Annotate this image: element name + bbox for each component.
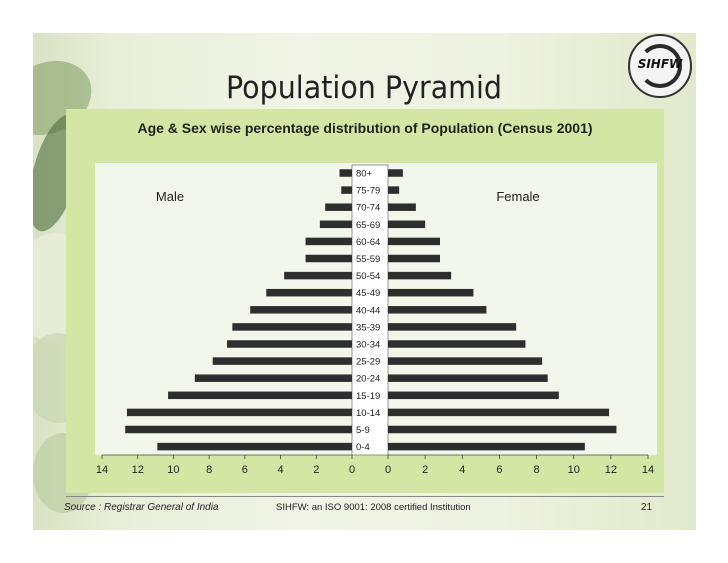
- age-group-label: 70-74: [356, 203, 380, 214]
- age-group-label: 35-39: [356, 322, 380, 333]
- bar-male: [305, 254, 352, 263]
- bar-female: [388, 340, 526, 348]
- footer-source: Source : Registrar General of India: [64, 502, 219, 513]
- bar-male: [305, 237, 352, 246]
- slide-title: Population Pyramid: [226, 70, 502, 106]
- bar-male: [339, 169, 352, 177]
- x-tick-label-male: 8: [206, 464, 212, 476]
- bar-female: [388, 357, 543, 365]
- age-group-label: 80+: [356, 169, 373, 180]
- bar-male: [284, 271, 352, 280]
- bar-female: [388, 254, 440, 263]
- x-tick-label-male: 4: [278, 464, 284, 476]
- age-group-label: 15-19: [356, 391, 380, 402]
- bar-female: [388, 442, 585, 451]
- bar-male: [266, 288, 352, 297]
- age-label-column: [351, 164, 389, 456]
- bar-male: [250, 306, 352, 314]
- age-group-label: 40-44: [356, 305, 380, 316]
- bar-female: [388, 288, 474, 297]
- x-tick-label-female: 8: [534, 464, 540, 476]
- x-tick-label-female: 6: [496, 464, 502, 476]
- footer-divider: [66, 496, 664, 497]
- x-tick-label-female: 4: [459, 464, 465, 476]
- bar-male: [232, 323, 352, 331]
- age-group-label: 60-64: [356, 237, 380, 248]
- female-label: Female: [496, 189, 539, 204]
- bar-female: [388, 220, 426, 229]
- bar-female: [388, 391, 559, 400]
- bar-male: [157, 442, 352, 451]
- age-group-label: 65-69: [356, 220, 380, 231]
- bar-male: [319, 220, 352, 229]
- age-group-label: 0-4: [356, 442, 370, 453]
- bar-male: [341, 186, 352, 194]
- bar-female: [388, 203, 416, 211]
- bar-male: [125, 425, 352, 434]
- age-group-label: 75-79: [356, 186, 380, 197]
- x-tick-label-male: 14: [96, 464, 108, 476]
- age-group-label: 25-29: [356, 357, 380, 368]
- male-label: Male: [156, 189, 184, 204]
- bar-male: [325, 203, 352, 211]
- x-tick-label-female: 0: [385, 464, 391, 476]
- x-tick-label-male: 12: [132, 464, 144, 476]
- bar-male: [127, 408, 352, 417]
- bar-female: [388, 306, 487, 314]
- x-tick-label-male: 6: [242, 464, 248, 476]
- bar-female: [388, 408, 609, 417]
- x-tick-label-male: 2: [313, 464, 319, 476]
- bar-female: [388, 169, 403, 177]
- bar-male: [212, 357, 352, 365]
- x-tick-label-male: 10: [167, 464, 179, 476]
- logo-text: SIHFW: [637, 57, 683, 71]
- age-group-label: 30-34: [356, 340, 380, 351]
- bar-female: [388, 237, 440, 246]
- age-group-label: 20-24: [356, 374, 380, 385]
- bar-female: [388, 271, 452, 280]
- bar-female: [388, 425, 617, 434]
- sihfw-logo: SIHFW: [628, 34, 692, 98]
- x-tick-label-female: 12: [605, 464, 617, 476]
- age-group-label: 5-9: [356, 425, 370, 436]
- bar-female: [388, 323, 517, 331]
- footer-institution: SIHFW: an ISO 9001: 2008 certified Insti…: [276, 502, 471, 513]
- age-group-label: 50-54: [356, 271, 380, 282]
- bar-male: [227, 340, 352, 348]
- x-tick-label-male: 0: [349, 464, 355, 476]
- logo-ring-icon: [638, 44, 682, 88]
- bar-male: [168, 391, 352, 400]
- bar-female: [388, 374, 548, 382]
- page-number: 21: [641, 502, 653, 513]
- chart-title: Age & Sex wise percentage distribution o…: [137, 120, 593, 136]
- age-group-label: 10-14: [356, 408, 380, 419]
- x-tick-label-female: 2: [422, 464, 428, 476]
- x-tick-label-female: 10: [568, 464, 580, 476]
- bar-female: [388, 186, 400, 194]
- age-group-label: 55-59: [356, 254, 380, 265]
- bar-male: [194, 374, 352, 382]
- x-tick-label-female: 14: [642, 464, 654, 476]
- age-group-label: 45-49: [356, 288, 380, 299]
